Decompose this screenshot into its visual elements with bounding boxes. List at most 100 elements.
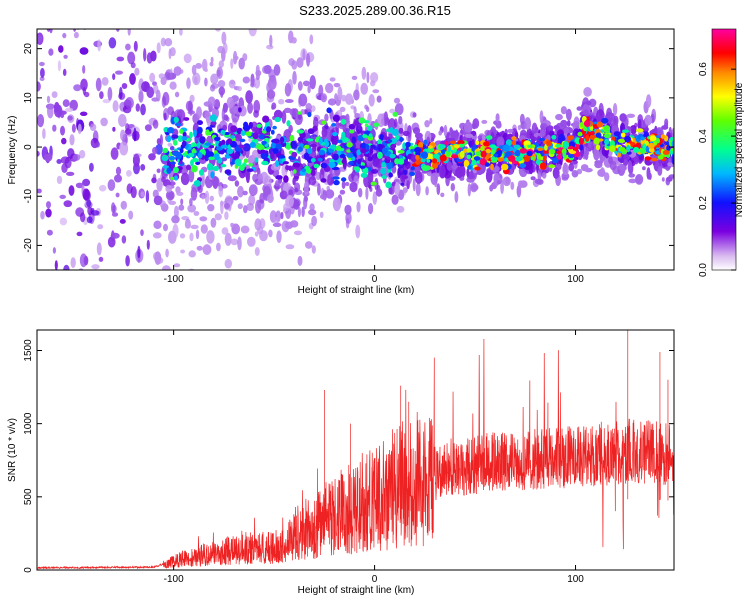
spectrogram-cell xyxy=(278,98,285,105)
spectrogram-cell xyxy=(65,0,73,2)
spectrogram-cell xyxy=(288,189,294,195)
spectrogram-cell xyxy=(147,323,155,329)
spectrogram-cell xyxy=(291,60,298,70)
spectrogram-cell xyxy=(432,162,438,169)
spectrogram-cell xyxy=(124,10,130,23)
spectrogram-cell xyxy=(99,91,104,100)
spectrogram-cell xyxy=(463,159,470,168)
spectrogram-cell xyxy=(95,309,102,321)
spectrogram-cell xyxy=(466,168,470,178)
spectrogram-cell xyxy=(361,142,366,150)
spectrogram-cell xyxy=(180,198,184,205)
spectrogram-cell xyxy=(40,67,45,78)
spectrogram-cell xyxy=(285,195,294,208)
spectrogram-cell xyxy=(473,156,481,161)
spectrogram-cell xyxy=(75,182,84,189)
spectrogram-cell xyxy=(321,120,327,125)
spectrogram-cell xyxy=(339,189,346,195)
spectrogram-cell xyxy=(42,0,49,1)
spectrogram-cell xyxy=(254,157,259,163)
spectrogram-cell xyxy=(89,294,95,307)
spectrogram-cell xyxy=(192,72,201,86)
spectrogram-ytick-label: -10 xyxy=(23,189,34,204)
spectrogram-cell xyxy=(95,141,100,148)
spectrogram-cell xyxy=(307,128,315,135)
spectrogram-cell xyxy=(297,206,301,218)
spectrogram-cell xyxy=(271,105,275,110)
spectrogram-cell xyxy=(398,158,405,165)
spectrogram-cell xyxy=(531,122,538,136)
spectrogram-cell xyxy=(186,77,191,89)
spectrogram-cell xyxy=(205,129,210,136)
spectrogram-cell xyxy=(119,141,129,156)
spectrogram-cell xyxy=(218,185,224,198)
spectrogram-cell xyxy=(345,211,352,224)
spectrogram-cell xyxy=(110,147,119,160)
spectrogram-cell xyxy=(377,143,383,149)
spectrogram-cell xyxy=(261,160,269,166)
spectrogram-cell xyxy=(583,126,588,132)
spectrogram-cell xyxy=(280,212,284,220)
spectrogram-cell xyxy=(79,47,89,55)
spectrogram-cell xyxy=(220,129,226,135)
spectrogram-cell xyxy=(373,122,380,128)
spectrogram-cell xyxy=(245,170,250,184)
spectrogram-cell xyxy=(627,160,633,174)
spectrogram-cell xyxy=(239,138,246,143)
spectrogram-cell xyxy=(376,95,382,103)
spectrogram-cell xyxy=(112,100,119,113)
spectrogram-cell xyxy=(401,175,408,180)
spectrogram-cell xyxy=(170,161,176,165)
spectrogram-cell xyxy=(174,122,182,127)
spectrogram-cell xyxy=(116,56,125,62)
spectrogram-cell xyxy=(40,355,44,368)
spectrogram-cell xyxy=(213,165,219,172)
spectrogram-cell xyxy=(394,181,401,196)
spectrogram-cell xyxy=(179,233,186,239)
spectrogram-cell xyxy=(63,413,72,422)
spectrogram-cell xyxy=(217,80,226,88)
spectrogram-cell xyxy=(635,175,641,183)
spectrogram-cell xyxy=(248,29,257,37)
spectrogram-cell xyxy=(136,506,140,519)
spectrogram-cell xyxy=(613,131,621,137)
spectrogram-cell xyxy=(340,118,347,125)
spectrogram-cell xyxy=(320,93,327,103)
spectrogram-cell xyxy=(341,131,346,140)
spectrogram-cell xyxy=(171,215,180,224)
snr-ytick-label: 500 xyxy=(23,488,34,505)
spectrogram-cell xyxy=(159,134,163,147)
spectrogram-cell xyxy=(324,140,330,147)
spectrogram-cell xyxy=(567,145,574,150)
spectrogram-cell xyxy=(546,125,554,132)
spectrogram-cell xyxy=(180,249,186,254)
spectrogram-cell xyxy=(242,76,250,84)
spectrogram-cell xyxy=(237,185,244,198)
spectrogram-cell xyxy=(237,236,242,251)
spectrogram-cell xyxy=(585,134,590,142)
spectrogram-cell xyxy=(615,161,621,166)
spectrogram-cell xyxy=(254,127,260,134)
spectrogram-cell xyxy=(365,186,369,200)
spectrogram-cell xyxy=(89,162,94,172)
spectrogram-cell xyxy=(258,134,266,140)
spectrogram-cell xyxy=(275,175,283,180)
spectrogram-cell xyxy=(466,154,471,160)
spectrogram-cell xyxy=(90,210,100,216)
spectrogram-cell xyxy=(303,181,309,195)
spectrogram-cell xyxy=(126,349,133,362)
spectrogram-cell xyxy=(560,119,568,128)
spectrogram-cell xyxy=(167,142,173,147)
spectrogram-cell xyxy=(48,48,54,56)
spectrogram-cell xyxy=(450,130,460,139)
spectrogram-ylabel: Frequency (Hz) xyxy=(7,116,18,185)
spectrogram-cell xyxy=(149,72,156,83)
spectrogram-cell xyxy=(209,61,214,67)
spectrogram-cell xyxy=(75,363,79,376)
spectrogram-cell xyxy=(438,130,443,136)
spectrogram-cell xyxy=(119,219,126,224)
spectrogram-cell xyxy=(548,149,556,155)
spectrogram-cell xyxy=(166,167,172,174)
spectrogram-cell xyxy=(301,140,309,145)
spectrogram-cell xyxy=(188,250,196,258)
